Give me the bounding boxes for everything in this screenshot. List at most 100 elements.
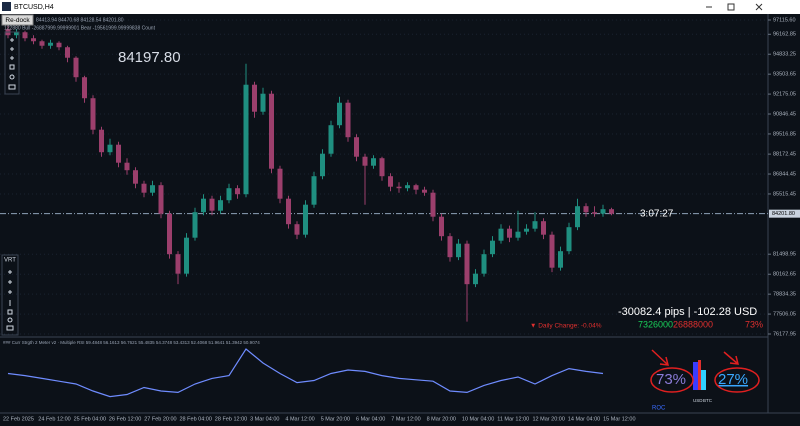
vrt-toolbar[interactable] [6, 270, 14, 331]
candle-body [575, 206, 580, 228]
current-price-label: 84201.80 [772, 211, 795, 217]
candle-body [600, 209, 606, 214]
y-tick-label: 96162.85 [773, 32, 796, 38]
y-tick-label: 77506.05 [773, 312, 796, 318]
x-tick-label: 5 Mar 20:00 [321, 416, 350, 422]
x-tick-label: 22 Feb 2025 [3, 416, 34, 422]
candle-body [583, 206, 589, 213]
bull-bear-info: 122880 Bull -26887999.99999901 Bear -195… [4, 25, 156, 31]
y-tick-label: 85515.45 [773, 191, 796, 197]
y-tick-label: 81498.95 [773, 252, 796, 258]
candle-body [311, 176, 317, 205]
candle-body [362, 156, 368, 166]
candle-body [320, 153, 325, 177]
x-tick-label: 27 Feb 20:00 [144, 416, 176, 422]
candle-body [609, 209, 614, 214]
candle-body [124, 162, 130, 171]
candle-body [481, 254, 487, 274]
x-tick-label: 3 Mar 04:00 [250, 416, 279, 422]
candle-body [90, 98, 96, 130]
y-tick-label: 93503.65 [773, 72, 796, 78]
bull-count: 7326000 [638, 319, 673, 329]
drawing-toolbar[interactable] [4, 31, 20, 95]
ohlc-info: 84413.94 84470.68 84128.54 84201.80 [36, 17, 124, 23]
daily-change: ▼ Daily Change: -0.04% [530, 323, 602, 330]
candle-body [328, 125, 334, 154]
candle-body [303, 204, 308, 235]
x-tick-label: 4 Mar 12:00 [285, 416, 314, 422]
big-price: 84197.80 [118, 49, 181, 66]
candle-body [490, 240, 495, 255]
candle-body [337, 102, 342, 126]
indicator-line [7, 348, 604, 398]
redock-button[interactable] [1, 14, 34, 26]
pips-info: -30082.4 pips | -102.28 USD [618, 306, 757, 318]
indicator-title: ### Curr Strgth 2 Meter v2 · Multiple RS… [3, 340, 260, 345]
close-button[interactable] [755, 3, 763, 11]
y-tick-label: 97115.60 [773, 17, 796, 23]
candle-body [14, 32, 19, 36]
candle-body [286, 198, 291, 225]
candle-body [39, 41, 45, 46]
x-tick-label: 14 Mar 04:00 [568, 416, 600, 422]
candle-body [507, 228, 512, 238]
candle-body [379, 158, 385, 177]
candle-body [252, 84, 257, 112]
candle-body [447, 236, 453, 258]
candle-body [592, 212, 597, 214]
candle-body [396, 186, 402, 189]
candle-body [141, 183, 147, 193]
restore-button[interactable] [727, 3, 735, 11]
meter-right-label: BTC [703, 398, 713, 403]
indicator [7, 348, 604, 398]
candle-body [158, 185, 164, 214]
meter-divider [698, 360, 701, 390]
redock-label[interactable]: Re-dock [5, 17, 30, 24]
candle-body [209, 198, 215, 211]
candle-body [549, 234, 555, 268]
meter-left-label: USD [693, 398, 703, 403]
candle-body [175, 254, 181, 274]
x-tick-label: 15 Mar 12:00 [603, 416, 635, 422]
candle-body [150, 185, 155, 193]
y-tick-label: 80162.65 [773, 272, 796, 278]
candle-body [294, 224, 300, 235]
candle-body [82, 77, 87, 99]
y-tick-label: 94833.25 [773, 52, 796, 58]
candle-body [31, 38, 36, 42]
meter-caption: ROC [652, 406, 666, 412]
candle-body [192, 212, 198, 238]
x-tick-label: 11 Mar 12:00 [497, 416, 529, 422]
candle-body [473, 273, 478, 285]
y-tick-label: 86844.45 [773, 171, 796, 177]
candle-body [532, 221, 538, 229]
candle-body [456, 243, 461, 258]
candle-body [388, 176, 393, 187]
candle-body [48, 42, 53, 46]
candle-body [515, 231, 521, 238]
x-tick-label: 28 Feb 12:00 [215, 416, 247, 422]
candle-body [243, 84, 249, 195]
candle-body [524, 228, 529, 232]
y-tick-label: 76177.95 [773, 331, 796, 337]
candle-body [116, 144, 121, 163]
candle-body [73, 57, 79, 78]
candles [5, 26, 614, 322]
window-title: BTCUSD,H4 [14, 4, 54, 11]
candle-body [422, 189, 427, 193]
candle-body [99, 129, 104, 153]
candle-body [464, 243, 470, 285]
vrt-label: VRT [4, 258, 16, 264]
x-tick-label: 25 Feb 04:00 [74, 416, 106, 422]
candle-body [184, 237, 189, 274]
vrt-panel[interactable] [1, 254, 19, 336]
candle-body [558, 251, 563, 268]
candle-body [226, 188, 232, 201]
candle-body [277, 168, 283, 199]
grid [0, 19, 768, 335]
y-tick-label: 89516.85 [773, 131, 796, 137]
x-tick-label: 6 Mar 04:00 [356, 416, 385, 422]
candle-body [439, 216, 444, 237]
title-bar [0, 0, 800, 14]
